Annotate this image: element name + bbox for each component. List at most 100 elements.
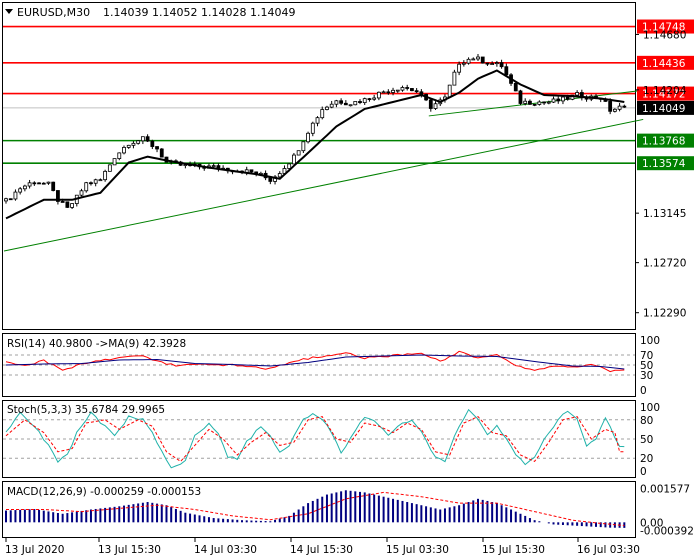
candle-body bbox=[315, 117, 320, 124]
macd-label: MACD(12,26,9) -0.000259 -0.000153 bbox=[7, 486, 201, 498]
rsi-label: RSI(14) 40.9800 ->MA(9) 42.3928 bbox=[7, 338, 186, 350]
candle-body bbox=[103, 170, 108, 181]
candle-body bbox=[612, 108, 617, 112]
candle-body bbox=[386, 91, 391, 94]
candle-body bbox=[414, 90, 419, 93]
candle-body bbox=[513, 82, 518, 92]
candle-body bbox=[89, 182, 93, 185]
candle-body bbox=[466, 58, 471, 64]
candle-body bbox=[46, 181, 51, 184]
indicator-tick-label: 100 bbox=[640, 402, 660, 414]
candle-body bbox=[528, 100, 532, 105]
candle-body bbox=[358, 101, 362, 104]
price-panel-frame bbox=[2, 2, 636, 330]
series-RSI(14) bbox=[5, 350, 625, 373]
candle-body bbox=[287, 163, 292, 169]
candle-body bbox=[292, 154, 296, 165]
time-tick-label: 16 Jul 03:30 bbox=[577, 544, 640, 556]
candle-body bbox=[367, 98, 372, 101]
candle-body bbox=[457, 63, 462, 73]
candle-body bbox=[471, 58, 476, 61]
candle-body bbox=[70, 203, 74, 208]
candle-body bbox=[18, 188, 23, 193]
candle-body bbox=[32, 182, 37, 185]
price-tick-label: 1.13145 bbox=[643, 208, 686, 220]
trendline-1 bbox=[428, 89, 644, 117]
macd-tick-label: 0.00 bbox=[640, 517, 663, 529]
level-tag-1.13574: 1.13574 bbox=[642, 158, 686, 170]
candle-body bbox=[542, 101, 546, 104]
level-tag-1.14172-bg bbox=[637, 86, 694, 101]
candle-body bbox=[523, 100, 528, 104]
macd-signal-line bbox=[6, 491, 625, 526]
chart-dropdown-icon[interactable] bbox=[5, 9, 13, 14]
candle-body bbox=[112, 158, 117, 166]
candle-body bbox=[433, 103, 438, 109]
candle-body bbox=[131, 142, 136, 146]
series-MA(9) bbox=[5, 354, 625, 370]
candle-body bbox=[8, 198, 13, 201]
indicator-tick-label: 70 bbox=[640, 350, 653, 362]
moving-average-layer bbox=[5, 69, 625, 220]
candle-body bbox=[301, 141, 306, 152]
ohlc-values: 1.14039 1.14052 1.14028 1.14049 bbox=[103, 6, 295, 19]
price-tick-label: 1.12720 bbox=[643, 258, 686, 270]
time-tick-label: 13 Jul 2020 bbox=[5, 544, 64, 556]
candle-body bbox=[277, 173, 282, 178]
candle-body bbox=[60, 201, 65, 203]
macd-layer bbox=[5, 490, 626, 528]
stochastic-layer bbox=[3, 408, 635, 469]
macd-tick-label: 0.001577 bbox=[640, 484, 690, 496]
time-tick-label: 15 Jul 15:30 bbox=[482, 544, 545, 556]
candle-body bbox=[122, 146, 126, 154]
rsi-layer bbox=[3, 350, 635, 376]
candle-body bbox=[622, 105, 627, 108]
current-price-tag: 1.14049 bbox=[642, 103, 685, 115]
candle-body bbox=[296, 150, 301, 156]
candle-body bbox=[339, 100, 344, 104]
indicator-tick-label: 100 bbox=[640, 335, 660, 347]
price-tick-label: 1.14680 bbox=[643, 29, 686, 41]
candle-body bbox=[428, 99, 433, 109]
candle-body bbox=[461, 62, 466, 65]
stoch-panel-frame bbox=[2, 400, 636, 478]
series-Signal bbox=[5, 415, 625, 463]
candle-body bbox=[565, 96, 570, 100]
time-tick-label: 13 Jul 15:30 bbox=[98, 544, 161, 556]
candle-body bbox=[13, 191, 18, 200]
candle-body bbox=[494, 62, 499, 65]
candle-body bbox=[65, 201, 70, 208]
candle-body bbox=[310, 122, 315, 134]
candle-body bbox=[37, 182, 41, 185]
candle-body bbox=[551, 98, 556, 103]
candle-body bbox=[27, 182, 32, 187]
series-Main bbox=[5, 408, 625, 469]
candle-body bbox=[320, 109, 325, 119]
moving-average-line bbox=[5, 69, 625, 220]
candle-body bbox=[410, 88, 414, 92]
rsi-panel-frame bbox=[2, 333, 636, 397]
candle-body bbox=[348, 104, 353, 107]
macd-panel-frame bbox=[2, 481, 636, 538]
candle-body bbox=[51, 181, 56, 191]
stochastic-label: Stoch(5,3,3) 35.6784 29.9965 bbox=[7, 404, 165, 416]
level-tag-1.13574-bg bbox=[637, 156, 694, 171]
indicator-tick-label: 30 bbox=[640, 370, 653, 382]
time-tick-label: 14 Jul 15:30 bbox=[290, 544, 353, 556]
level-tag-1.14436: 1.14436 bbox=[642, 58, 686, 70]
time-tick-label: 14 Jul 03:30 bbox=[194, 544, 257, 556]
candle-body bbox=[452, 71, 457, 86]
candle-body bbox=[4, 198, 8, 202]
level-tag-1.14748-bg bbox=[637, 19, 694, 34]
candle-body bbox=[546, 101, 551, 104]
candle-body bbox=[79, 190, 84, 196]
candle-body bbox=[353, 101, 358, 106]
candle-body bbox=[617, 105, 622, 110]
candle-body bbox=[376, 91, 381, 99]
candle-body bbox=[343, 102, 348, 106]
candle-body bbox=[499, 62, 504, 68]
candle-body bbox=[490, 63, 495, 65]
candle-body bbox=[372, 97, 377, 100]
candle-body bbox=[480, 56, 485, 64]
